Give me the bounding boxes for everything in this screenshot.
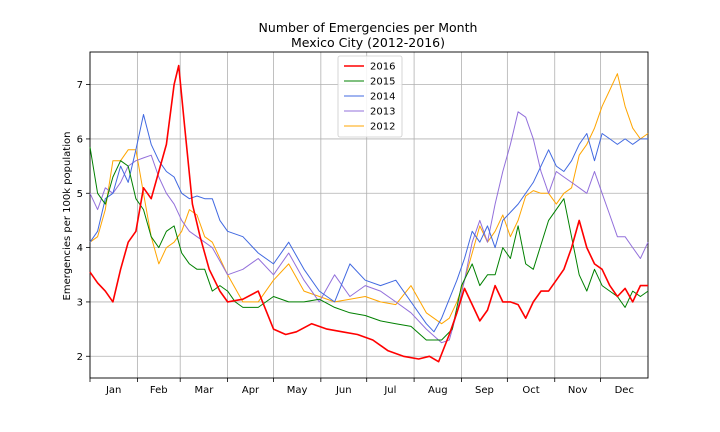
- y-tick-label: 7: [77, 80, 83, 91]
- x-tick-label: Mar: [194, 385, 214, 396]
- chart-subtitle: Mexico City (2012-2016): [291, 35, 445, 50]
- legend-label-2016: 2016: [370, 62, 395, 73]
- x-tick-label: Dec: [615, 385, 634, 396]
- series-line-2013: [89, 111, 649, 344]
- x-tick-label: May: [287, 385, 308, 396]
- x-tick-label: Oct: [522, 385, 539, 396]
- y-tick-label: 5: [77, 189, 83, 200]
- legend-label-2012: 2012: [370, 122, 395, 133]
- axes: Jan Feb Mar Apr May Jun Jul Aug Sep Oct Nov Dec 2 3 4 5…: [77, 51, 649, 396]
- x-tick-label: Apr: [242, 385, 260, 396]
- y-axis-label: Emergencies per 100k population: [62, 132, 73, 301]
- legend-label-2013: 2013: [370, 107, 395, 118]
- x-tick-label: Jan: [105, 385, 121, 396]
- y-tick-label: 3: [77, 297, 83, 308]
- series-line-2016: [89, 64, 648, 363]
- y-tick-label: 4: [77, 243, 83, 254]
- y-tick-label: 2: [77, 352, 83, 363]
- x-tick-label: Jun: [335, 385, 352, 396]
- series-line-2015: [89, 147, 649, 341]
- x-tick-label: Jul: [383, 385, 396, 396]
- x-tick-label: Aug: [428, 385, 448, 396]
- series-lines: [89, 64, 649, 363]
- legend-box: [337, 55, 403, 138]
- x-tick-label: Nov: [568, 385, 588, 396]
- x-tick-label: Feb: [150, 385, 168, 396]
- legend-label-2014: 2014: [370, 92, 395, 103]
- chart-title: Number of Emergencies per Month: [259, 20, 478, 35]
- y-tick-label: 6: [77, 134, 83, 145]
- legend: 2016 2015 2014 2013 2012: [337, 55, 403, 138]
- plot-frame: [89, 51, 649, 379]
- series-line-2012: [89, 73, 649, 325]
- x-tick-label: Sep: [475, 385, 494, 396]
- legend-label-2015: 2015: [370, 77, 395, 88]
